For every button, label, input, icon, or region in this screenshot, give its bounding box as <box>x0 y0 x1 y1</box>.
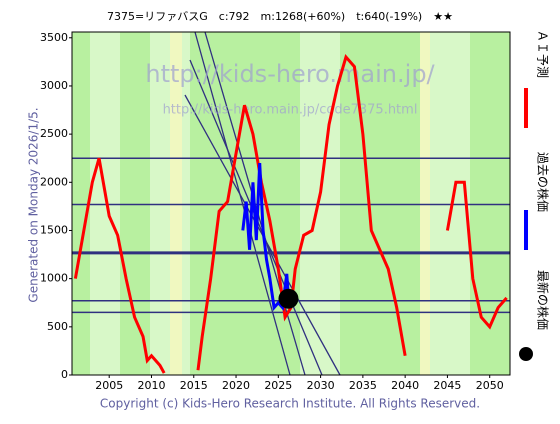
legend-label: 最新の株価 <box>536 270 551 330</box>
legend-label: 過去の株価 <box>536 152 551 212</box>
x-tick-label: 2015 <box>180 379 208 392</box>
x-tick-label: 2020 <box>222 379 250 392</box>
background-bands <box>90 32 470 375</box>
watermark: http://kids-hero.main.jp/code7375.html <box>163 103 418 118</box>
latest-point <box>278 288 299 309</box>
y-tick-label: 500 <box>47 320 68 333</box>
legend-swatch <box>519 347 533 361</box>
y-tick-label: 0 <box>61 368 68 381</box>
side-note: Generated on Monday 2026/1/5. <box>27 107 41 302</box>
x-tick-label: 2035 <box>349 379 377 392</box>
legend-label: ＡＩ予測 <box>536 30 550 78</box>
series-line <box>241 162 290 312</box>
y-tick-label: 2500 <box>40 127 68 140</box>
legend-swatch <box>524 210 528 250</box>
x-tick-label: 2005 <box>95 379 123 392</box>
legend-swatch <box>524 88 528 128</box>
plot-frame <box>71 31 511 376</box>
y-tick-label: 3000 <box>40 79 68 92</box>
y-tick-label: 1500 <box>40 223 68 236</box>
series-line <box>73 54 508 374</box>
x-tick-label: 2040 <box>391 379 419 392</box>
background-bands-yellow <box>170 32 430 375</box>
y-tick-label: 3500 <box>40 31 68 44</box>
x-tick-label: 2030 <box>307 379 335 392</box>
chart-title: 7375=リファバスG c:792 m:1268(+60%) t:640(-19… <box>107 10 453 23</box>
x-tick-label: 2025 <box>264 379 292 392</box>
y-tick-label: 2000 <box>40 175 68 188</box>
x-tick-label: 2050 <box>476 379 504 392</box>
y-tick-label: 1000 <box>40 272 68 285</box>
x-tick-label: 2045 <box>433 379 461 392</box>
watermark: http://kids-hero.main.jp/ <box>145 60 435 88</box>
footer: Copyright (c) Kids-Hero Research Institu… <box>100 397 480 411</box>
x-tick-label: 2010 <box>137 379 165 392</box>
